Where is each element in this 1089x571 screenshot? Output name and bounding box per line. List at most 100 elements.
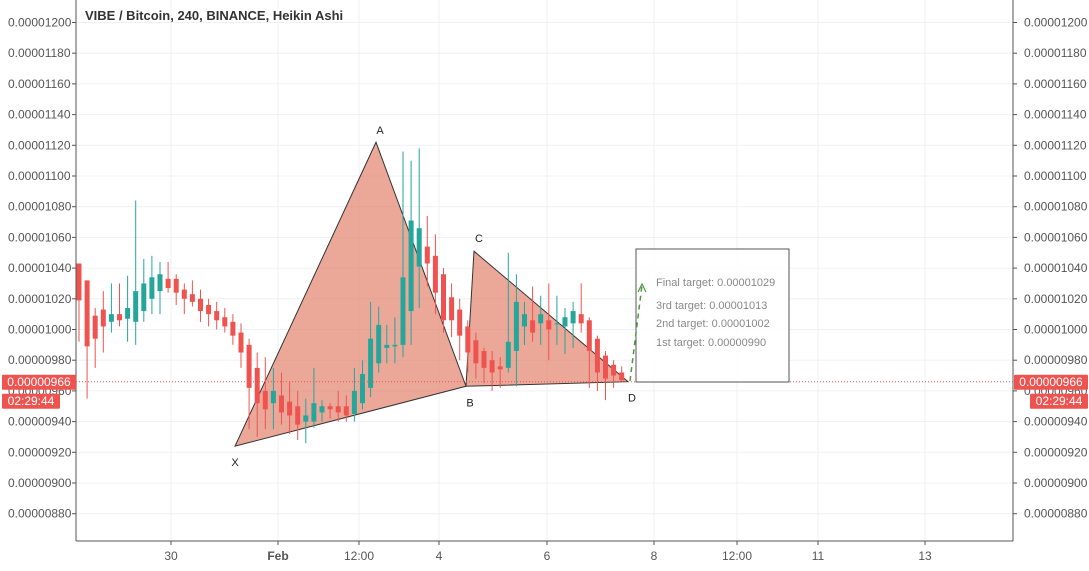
candle bbox=[230, 314, 236, 345]
candle bbox=[92, 308, 98, 368]
candle bbox=[586, 317, 592, 388]
candle-body bbox=[497, 366, 503, 370]
candle bbox=[554, 295, 560, 345]
price-label-left: 0.00001140 bbox=[8, 108, 71, 122]
candle-body bbox=[562, 317, 568, 327]
candle-body bbox=[424, 246, 430, 264]
pattern-point-x: X bbox=[231, 457, 239, 469]
candle bbox=[513, 274, 519, 387]
price-label-right: 0.00000880 bbox=[1024, 507, 1088, 521]
candle-body bbox=[392, 344, 398, 347]
price-label-left: 0.00001060 bbox=[8, 230, 72, 244]
candle bbox=[416, 148, 422, 309]
price-label-right: 0.00001020 bbox=[1024, 292, 1088, 306]
candle-body bbox=[400, 277, 406, 345]
candle bbox=[125, 275, 131, 342]
candle-body bbox=[449, 297, 455, 321]
time-label: 11 bbox=[812, 549, 825, 563]
price-label-left: 0.00001040 bbox=[8, 261, 72, 275]
current-price-badge-left: 0.00000966 bbox=[7, 375, 71, 389]
price-label-left: 0.00000920 bbox=[8, 445, 72, 459]
candle-body bbox=[611, 364, 617, 376]
candle bbox=[327, 403, 333, 419]
candle bbox=[141, 258, 147, 322]
candle bbox=[432, 234, 438, 315]
candle-body bbox=[279, 395, 284, 413]
candle bbox=[400, 151, 406, 358]
candle bbox=[335, 390, 341, 422]
candle-body bbox=[546, 320, 552, 330]
candle-body bbox=[262, 390, 268, 410]
pattern-point-a: A bbox=[376, 125, 384, 137]
candle-body bbox=[343, 406, 349, 416]
candle-body bbox=[368, 338, 374, 388]
candle-body bbox=[117, 314, 122, 321]
candle-body bbox=[505, 341, 511, 368]
plot-area bbox=[76, 0, 1013, 541]
candle bbox=[287, 381, 293, 434]
candle bbox=[611, 360, 617, 388]
candle-body bbox=[270, 390, 276, 404]
pattern-point-c: C bbox=[475, 233, 483, 245]
candle-body bbox=[594, 338, 600, 373]
candle bbox=[376, 306, 382, 373]
candle-body bbox=[76, 263, 82, 301]
candle bbox=[619, 366, 625, 382]
candle-body bbox=[254, 367, 260, 404]
candle-body bbox=[295, 406, 301, 425]
candle bbox=[198, 289, 203, 322]
countdown-badge-right: 02:29:44 bbox=[1036, 394, 1083, 408]
candle bbox=[392, 317, 398, 364]
candle-body bbox=[586, 320, 592, 351]
candle bbox=[570, 301, 576, 348]
price-label-left: 0.00001100 bbox=[8, 169, 71, 183]
price-label-left: 0.00001160 bbox=[8, 77, 71, 91]
candle bbox=[546, 283, 552, 361]
candle-body bbox=[522, 314, 527, 327]
candle bbox=[489, 350, 495, 391]
target-label-3: 2nd target: 0.00001002 bbox=[656, 318, 770, 330]
price-label-left: 0.00001000 bbox=[8, 323, 72, 337]
candle bbox=[173, 274, 179, 305]
candle bbox=[384, 324, 390, 364]
candle bbox=[279, 372, 284, 425]
candle bbox=[360, 360, 365, 410]
candle bbox=[319, 400, 325, 422]
candle-body bbox=[327, 406, 333, 410]
candle-body bbox=[335, 406, 341, 413]
candle bbox=[157, 261, 163, 315]
candle-body bbox=[198, 298, 203, 312]
candle bbox=[108, 283, 114, 333]
candle bbox=[562, 308, 568, 355]
candle-body bbox=[376, 324, 382, 364]
time-label: 6 bbox=[544, 549, 551, 563]
candle bbox=[222, 308, 228, 333]
candle-body bbox=[125, 308, 131, 319]
candle bbox=[84, 280, 90, 399]
price-label-left: 0.00001180 bbox=[8, 46, 71, 60]
candle-body bbox=[554, 323, 560, 325]
target-label-2: 3rd target: 0.00001013 bbox=[656, 300, 767, 312]
candle bbox=[457, 298, 463, 361]
target-label-4: 1st target: 0.00000990 bbox=[656, 337, 766, 349]
price-label-right: 0.00001040 bbox=[1024, 261, 1088, 275]
candle-body bbox=[181, 289, 187, 299]
price-label-right: 0.00001180 bbox=[1024, 46, 1087, 60]
candle-body bbox=[303, 415, 309, 422]
candle-body bbox=[384, 344, 390, 348]
candle bbox=[262, 357, 268, 430]
candle-body bbox=[246, 344, 252, 388]
candle-body bbox=[100, 309, 106, 327]
candle-body bbox=[157, 274, 163, 292]
candle-body bbox=[222, 317, 228, 327]
current-price-badge-left-bg bbox=[2, 374, 76, 390]
candle-body bbox=[84, 280, 90, 347]
target-arrow-icon bbox=[637, 282, 647, 293]
price-label-right: 0.00001080 bbox=[1024, 200, 1088, 214]
price-label-right: 0.00000980 bbox=[1024, 353, 1088, 367]
candle-body bbox=[173, 278, 179, 293]
candle bbox=[578, 283, 584, 333]
price-label-left: 0.00001020 bbox=[8, 292, 72, 306]
